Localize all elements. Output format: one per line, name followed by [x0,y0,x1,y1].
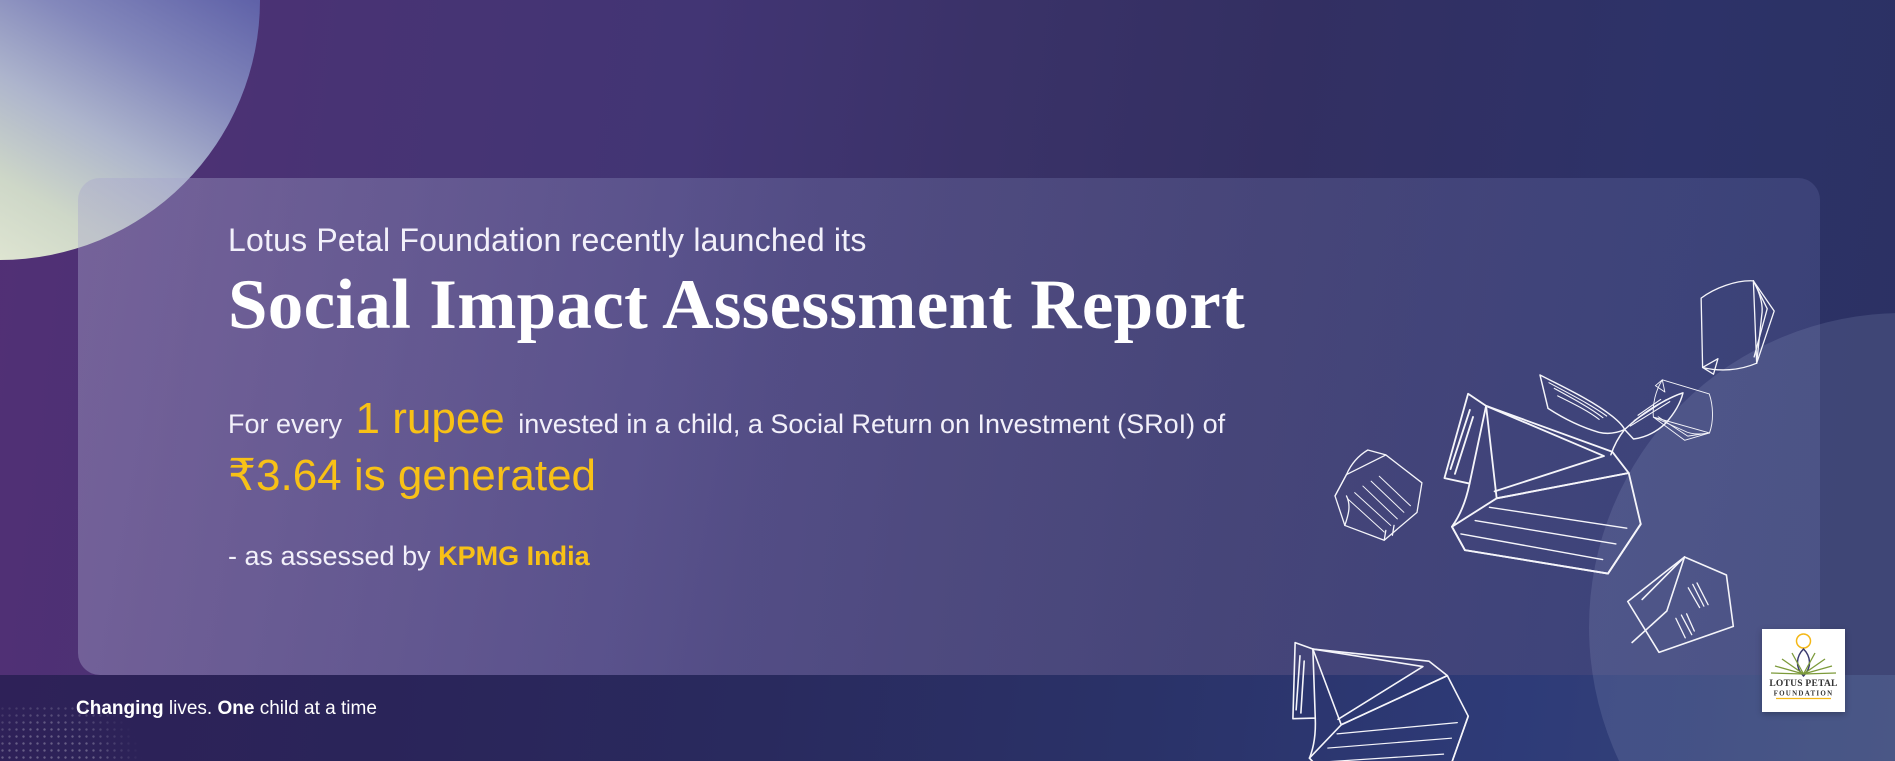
svg-text:FOUNDATION: FOUNDATION [1774,690,1834,698]
svg-text:LOTUS PETAL: LOTUS PETAL [1769,679,1837,689]
